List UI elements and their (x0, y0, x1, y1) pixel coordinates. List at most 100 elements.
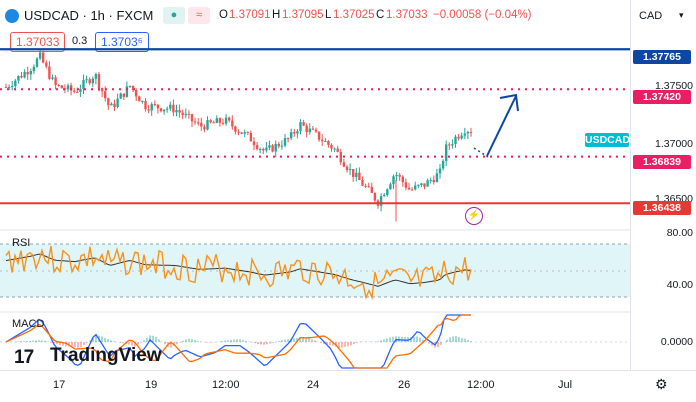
candle-body (197, 122, 200, 124)
candle-body (7, 86, 11, 88)
candle-body (367, 186, 370, 188)
indicator-icon[interactable]: ≈ (188, 7, 210, 24)
level-badge-target: 1.37420 (633, 90, 691, 104)
candle-body (110, 103, 113, 106)
price-tick: 1.37000 (655, 138, 693, 150)
candle-body (100, 88, 104, 92)
candle-body (17, 75, 20, 81)
candle-body (314, 129, 318, 132)
candle-body (178, 110, 181, 113)
ohlc-close-label: C (376, 9, 385, 21)
drawing-arrow (473, 93, 519, 158)
candle-body (252, 141, 256, 146)
rsi-pane (0, 229, 630, 301)
time-tick: 12:00 (212, 379, 240, 391)
sell-price-button[interactable]: 1.37033 (10, 32, 66, 52)
candle-body (172, 104, 175, 113)
price-axis[interactable]: CAD ▾ 1.37500 1.37000 1.36500 1.37765 1.… (585, 0, 696, 370)
projection-arrow-head (499, 93, 519, 112)
buy-price-button[interactable]: 1.3703⁶ (95, 32, 149, 52)
candle-body (426, 180, 429, 187)
ohlc-change: −0.00058 (−0.04%) (433, 9, 532, 21)
symbol-icon[interactable] (5, 9, 19, 23)
candle-body (293, 132, 296, 134)
candle-body (23, 72, 26, 78)
candle-body (45, 62, 48, 67)
candle-body (441, 160, 445, 169)
brand-name: TradingView (50, 345, 162, 366)
candle-body (42, 52, 45, 63)
symbol-title[interactable]: USDCAD · 1h · FXCM (24, 8, 154, 23)
level-badge-resistance: 1.37765 (633, 50, 691, 64)
candle-body (246, 132, 249, 134)
candle-body (249, 132, 253, 142)
candle-body (302, 122, 305, 126)
candle-body (138, 96, 141, 102)
candle-body (339, 151, 342, 163)
candle-body (190, 114, 194, 122)
candle-body (147, 109, 150, 111)
candle-body (193, 121, 197, 123)
candle-body (156, 104, 160, 109)
time-axis[interactable]: 17 19 12:00 24 26 12:00 Jul ⚙ (0, 370, 696, 402)
candle-body (76, 91, 79, 93)
candle-body (128, 85, 132, 87)
candle-body (277, 143, 280, 147)
candle-body (215, 118, 218, 123)
ohlc-open-label: O (219, 9, 228, 21)
ohlc-high: 1.37095 (282, 9, 324, 21)
candle-body (104, 91, 107, 99)
candle-body (342, 162, 346, 167)
macd-pane-label[interactable]: MACD (12, 318, 45, 330)
macd-pane (0, 311, 630, 369)
candle-body (383, 195, 386, 197)
candle-body (286, 138, 290, 140)
candle-body (66, 85, 70, 90)
chart-legend: USDCAD · 1h · FXCM ● ≈ O 1.37091 H 1.370… (0, 0, 630, 56)
lightning-icon[interactable]: ⚡ (465, 207, 483, 225)
candle-body (407, 187, 411, 190)
macd-line (5, 314, 471, 369)
candle-body (410, 189, 414, 191)
candle-body (336, 148, 339, 152)
candle-body (218, 118, 222, 123)
tradingview-logo-icon: 17 (14, 347, 34, 368)
candle-body (4, 86, 8, 88)
gear-icon[interactable]: ⚙ (655, 376, 668, 392)
candle-body (69, 85, 73, 91)
price-chart[interactable] (0, 0, 630, 370)
candle-body (187, 113, 191, 115)
rsi-tick: 80.00 (666, 227, 693, 239)
candle-body (386, 189, 389, 196)
currency-label[interactable]: CAD (639, 10, 663, 22)
candle-body (91, 78, 94, 84)
candle-body (432, 180, 435, 183)
candle-body (113, 103, 116, 107)
candle-body (35, 58, 39, 67)
rsi-pane-label[interactable]: RSI (12, 237, 31, 249)
candle-body (445, 144, 448, 161)
candle-body (79, 89, 82, 93)
eye-icon[interactable]: ● (163, 7, 185, 24)
chevron-down-icon[interactable]: ▾ (679, 10, 684, 20)
level-badge-entry: 1.36839 (633, 155, 691, 169)
candle-body (370, 186, 373, 193)
candle-body (308, 128, 311, 133)
candle-body (283, 138, 287, 146)
candle-body (88, 79, 91, 84)
candle-body (469, 132, 473, 134)
candle-body (175, 110, 178, 113)
candle-body (330, 144, 333, 149)
candle-body (97, 74, 101, 89)
candle-body (259, 148, 262, 150)
candle-body (305, 125, 308, 133)
candle-body (392, 176, 395, 185)
symbol-badge: USDCAD (585, 133, 630, 147)
candle-body (209, 120, 212, 123)
projection-arrow-line (486, 95, 517, 157)
candle-body (290, 132, 293, 139)
candle-body (231, 120, 234, 127)
candle-body (262, 148, 265, 151)
candle-body (162, 109, 166, 112)
candle-body (348, 169, 352, 171)
